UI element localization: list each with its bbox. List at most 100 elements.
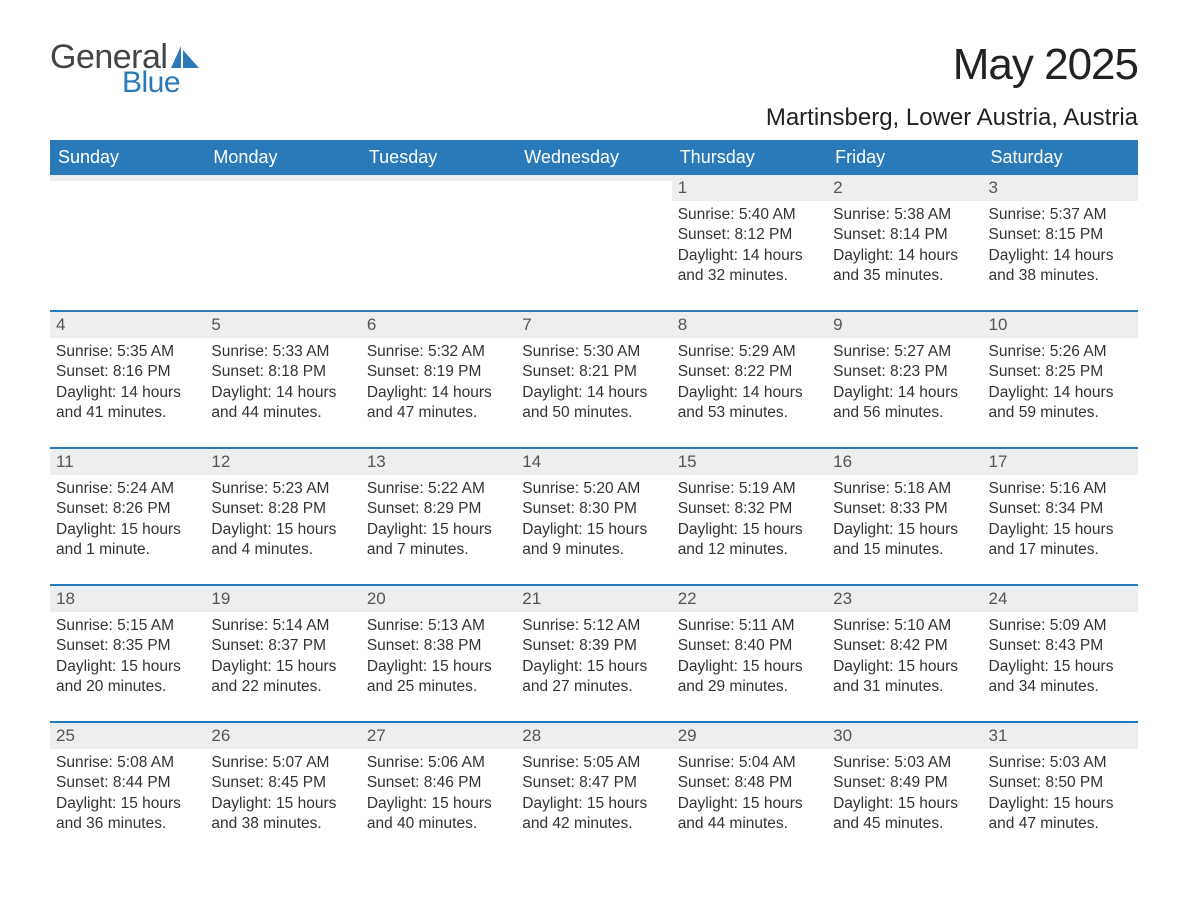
day-number: 4 — [56, 315, 65, 334]
day-body: Sunrise: 5:15 AMSunset: 8:35 PMDaylight:… — [50, 612, 205, 704]
week-row: 1Sunrise: 5:40 AMSunset: 8:12 PMDaylight… — [50, 175, 1138, 310]
sunrise-text: Sunrise: 5:27 AM — [833, 342, 976, 362]
sunrise-text: Sunrise: 5:13 AM — [367, 616, 510, 636]
daylight-text: Daylight: 14 hours and 35 minutes. — [833, 246, 976, 287]
sunrise-text: Sunrise: 5:12 AM — [522, 616, 665, 636]
day-body: Sunrise: 5:08 AMSunset: 8:44 PMDaylight:… — [50, 749, 205, 841]
day-body: Sunrise: 5:12 AMSunset: 8:39 PMDaylight:… — [516, 612, 671, 704]
day-number-row: 3 — [983, 175, 1138, 201]
sunset-text: Sunset: 8:12 PM — [678, 225, 821, 245]
day-number-row: 23 — [827, 586, 982, 612]
sunrise-text: Sunrise: 5:08 AM — [56, 753, 199, 773]
day-body: Sunrise: 5:27 AMSunset: 8:23 PMDaylight:… — [827, 338, 982, 430]
weekday-header: Saturday — [983, 140, 1138, 175]
day-cell: 11 Sunrise: 5:24 AMSunset: 8:26 PMDayligh… — [50, 449, 205, 584]
sunrise-text: Sunrise: 5:07 AM — [211, 753, 354, 773]
day-number: 14 — [522, 452, 541, 471]
sunset-text: Sunset: 8:38 PM — [367, 636, 510, 656]
day-cell: 29Sunrise: 5:04 AMSunset: 8:48 PMDayligh… — [672, 723, 827, 858]
empty-day-cell — [50, 175, 205, 310]
day-body: Sunrise: 5:24 AMSunset: 8:26 PMDaylight:… — [50, 475, 205, 567]
day-number: 17 — [989, 452, 1008, 471]
sunrise-text: Sunrise: 5:19 AM — [678, 479, 821, 499]
empty-day-cell — [205, 175, 360, 310]
day-cell: 28 Sunrise: 5:05 AMSunset: 8:47 PMDayligh… — [516, 723, 671, 858]
day-body: Sunrise: 5:18 AMSunset: 8:33 PMDaylight:… — [827, 475, 982, 567]
day-number-row: 26 — [205, 723, 360, 749]
daylight-text: Daylight: 15 hours and 25 minutes. — [367, 657, 510, 698]
day-body — [361, 181, 516, 191]
sunrise-text: Sunrise: 5:20 AM — [522, 479, 665, 499]
sunset-text: Sunset: 8:30 PM — [522, 499, 665, 519]
logo: General Blue — [50, 40, 199, 98]
sunrise-text: Sunrise: 5:05 AM — [522, 753, 665, 773]
day-number: 28 — [522, 726, 541, 745]
day-number: 16 — [833, 452, 852, 471]
day-cell: 26Sunrise: 5:07 AMSunset: 8:45 PMDayligh… — [205, 723, 360, 858]
sunrise-text: Sunrise: 5:37 AM — [989, 205, 1132, 225]
day-number: 13 — [367, 452, 386, 471]
daylight-text: Daylight: 15 hours and 31 minutes. — [833, 657, 976, 698]
day-number: 20 — [367, 589, 386, 608]
sunset-text: Sunset: 8:28 PM — [211, 499, 354, 519]
daylight-text: Daylight: 15 hours and 34 minutes. — [989, 657, 1132, 698]
day-body: Sunrise: 5:33 AMSunset: 8:18 PMDaylight:… — [205, 338, 360, 430]
day-cell: 12Sunrise: 5:23 AMSunset: 8:28 PMDayligh… — [205, 449, 360, 584]
daylight-text: Daylight: 15 hours and 27 minutes. — [522, 657, 665, 698]
day-number-row: 14 — [516, 449, 671, 475]
sunrise-text: Sunrise: 5:22 AM — [367, 479, 510, 499]
day-number-row: 7 — [516, 312, 671, 338]
sunset-text: Sunset: 8:34 PM — [989, 499, 1132, 519]
sunset-text: Sunset: 8:22 PM — [678, 362, 821, 382]
daylight-text: Daylight: 14 hours and 56 minutes. — [833, 383, 976, 424]
day-body: Sunrise: 5:06 AMSunset: 8:46 PMDaylight:… — [361, 749, 516, 841]
daylight-text: Daylight: 15 hours and 40 minutes. — [367, 794, 510, 835]
sunrise-text: Sunrise: 5:33 AM — [211, 342, 354, 362]
day-body: Sunrise: 5:05 AMSunset: 8:47 PMDaylight:… — [516, 749, 671, 841]
daylight-text: Daylight: 15 hours and 22 minutes. — [211, 657, 354, 698]
sunset-text: Sunset: 8:45 PM — [211, 773, 354, 793]
day-cell: 7Sunrise: 5:30 AMSunset: 8:21 PMDaylight… — [516, 312, 671, 447]
daylight-text: Daylight: 15 hours and 20 minutes. — [56, 657, 199, 698]
sunrise-text: Sunrise: 5:30 AM — [522, 342, 665, 362]
day-body: Sunrise: 5:09 AMSunset: 8:43 PMDaylight:… — [983, 612, 1138, 704]
sunrise-text: Sunrise: 5:29 AM — [678, 342, 821, 362]
sunset-text: Sunset: 8:37 PM — [211, 636, 354, 656]
sunrise-text: Sunrise: 5:24 AM — [56, 479, 199, 499]
week-row: 11 Sunrise: 5:24 AMSunset: 8:26 PMDayligh… — [50, 447, 1138, 584]
day-number: 23 — [833, 589, 852, 608]
sunset-text: Sunset: 8:39 PM — [522, 636, 665, 656]
daylight-text: Daylight: 14 hours and 47 minutes. — [367, 383, 510, 424]
day-cell: 16 Sunrise: 5:18 AMSunset: 8:33 PMDayligh… — [827, 449, 982, 584]
weeks-container: 1Sunrise: 5:40 AMSunset: 8:12 PMDaylight… — [50, 175, 1138, 858]
day-number-row: 24 — [983, 586, 1138, 612]
calendar-page: General Blue May 2025 Martinsberg, Lower… — [0, 0, 1188, 918]
daylight-text: Daylight: 15 hours and 44 minutes. — [678, 794, 821, 835]
sunrise-text: Sunrise: 5:26 AM — [989, 342, 1132, 362]
day-cell: 30Sunrise: 5:03 AMSunset: 8:49 PMDayligh… — [827, 723, 982, 858]
empty-day-cell — [361, 175, 516, 310]
day-number: 10 — [989, 315, 1008, 334]
month-title: May 2025 — [766, 40, 1138, 90]
day-number: 7 — [522, 315, 531, 334]
day-number-row: 18 — [50, 586, 205, 612]
day-body: Sunrise: 5:19 AMSunset: 8:32 PMDaylight:… — [672, 475, 827, 567]
day-number: 12 — [211, 452, 230, 471]
day-number: 11 — [56, 452, 74, 471]
daylight-text: Daylight: 14 hours and 38 minutes. — [989, 246, 1132, 287]
day-cell: 19Sunrise: 5:14 AMSunset: 8:37 PMDayligh… — [205, 586, 360, 721]
day-number-row: 19 — [205, 586, 360, 612]
weekday-header-row: SundayMondayTuesdayWednesdayThursdayFrid… — [50, 140, 1138, 175]
day-cell: 3Sunrise: 5:37 AMSunset: 8:15 PMDaylight… — [983, 175, 1138, 310]
sunrise-text: Sunrise: 5:03 AM — [833, 753, 976, 773]
sunrise-text: Sunrise: 5:09 AM — [989, 616, 1132, 636]
day-number-row: 8 — [672, 312, 827, 338]
day-body: Sunrise: 5:38 AMSunset: 8:14 PMDaylight:… — [827, 201, 982, 293]
sunrise-text: Sunrise: 5:16 AM — [989, 479, 1132, 499]
daylight-text: Daylight: 14 hours and 32 minutes. — [678, 246, 821, 287]
day-number-row: 9 — [827, 312, 982, 338]
day-number-row: 21 — [516, 586, 671, 612]
day-number-row: 16 — [827, 449, 982, 475]
day-number-row: 31 — [983, 723, 1138, 749]
day-cell: 27Sunrise: 5:06 AMSunset: 8:46 PMDayligh… — [361, 723, 516, 858]
